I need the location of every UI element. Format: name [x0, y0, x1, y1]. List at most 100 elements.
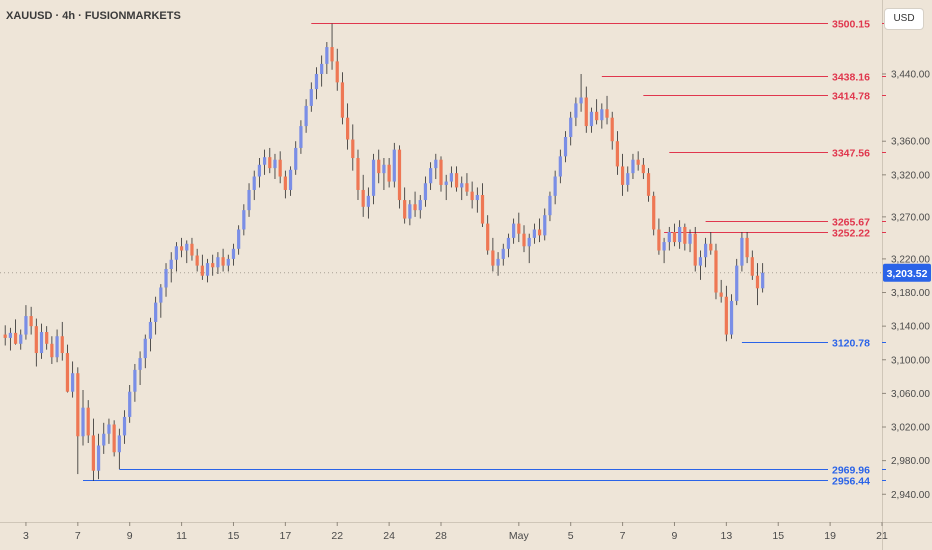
candle-body [735, 265, 739, 301]
candle-body [205, 263, 210, 276]
candle-body [449, 173, 453, 182]
candle-body [252, 176, 256, 190]
x-tick-label: 15 [228, 530, 240, 542]
candle-body [366, 195, 370, 207]
candle-body [320, 63, 324, 74]
candle-body [200, 265, 204, 276]
candle-body [50, 343, 54, 358]
candle-body [506, 237, 511, 249]
currency-button[interactable]: USD [884, 8, 924, 30]
candle-body [444, 181, 448, 185]
candle-body [91, 435, 95, 471]
candle-body [537, 229, 542, 236]
candle-body [96, 445, 101, 471]
candle-body [527, 237, 531, 247]
candle-body [631, 159, 635, 174]
candle-body [636, 159, 640, 165]
candle-body [13, 332, 18, 344]
symbol-title: XAUUSD · 4h · FUSIONMARKETS [6, 10, 181, 22]
candle-body [382, 164, 386, 174]
candle-body [174, 246, 179, 260]
x-tick-label: 3 [23, 530, 29, 542]
candle-body [216, 257, 220, 268]
candle-body [553, 176, 557, 196]
candle-body [439, 159, 443, 185]
candle-body [71, 373, 75, 392]
candle-body [309, 89, 313, 106]
candle-body [81, 407, 85, 437]
last-price-box [883, 263, 931, 282]
candle-body [335, 61, 339, 83]
candle-body [434, 159, 438, 169]
candle-body [672, 232, 677, 243]
candle-body [709, 243, 713, 251]
candle-body [724, 296, 728, 335]
candle-body [356, 158, 360, 190]
candle-body [454, 173, 459, 188]
y-tick-label: 3,320.00 [891, 170, 930, 181]
candle-body [122, 416, 127, 436]
candle-body [45, 332, 49, 344]
candle-body [294, 147, 298, 170]
candle-body [330, 47, 334, 62]
candle-body [211, 263, 215, 268]
candle-body [314, 73, 319, 90]
candle-body [615, 141, 620, 167]
y-tick-label: 2,940.00 [891, 490, 930, 501]
candle-body [19, 334, 23, 344]
candle-body [8, 332, 12, 338]
candle-body [600, 109, 604, 121]
candle-body [740, 237, 744, 266]
candle-body [231, 248, 236, 259]
candle-body [107, 424, 111, 434]
candle-body [268, 157, 272, 169]
candle-body [346, 117, 350, 140]
x-tick-label: 5 [568, 530, 574, 542]
candle-body [595, 111, 599, 121]
x-tick-label: 13 [721, 530, 733, 542]
candle-body [470, 191, 474, 201]
candle-body [652, 195, 656, 230]
candle-body [283, 176, 287, 190]
level-label-3414.78: 3414.78 [832, 91, 870, 103]
candle-body [371, 159, 376, 196]
candle-body [517, 223, 521, 234]
candle-body [429, 168, 433, 184]
candle-body [340, 82, 345, 118]
candle-body [698, 257, 703, 266]
level-label-2956.44: 2956.44 [832, 476, 870, 488]
x-tick-label: 22 [331, 530, 343, 542]
candle-body [755, 275, 760, 289]
candle-body [657, 229, 661, 251]
last-price-label: 3,203.52 [887, 268, 928, 280]
candle-body [392, 149, 396, 182]
candle-body [512, 223, 516, 238]
x-tick-label: 21 [876, 530, 888, 542]
y-tick-label: 3,140.00 [891, 322, 930, 333]
candle-body [480, 195, 485, 224]
candle-body [719, 292, 723, 297]
candle-body [486, 223, 490, 251]
candle-body [112, 424, 116, 453]
candle-body [475, 195, 479, 201]
candle-body [117, 435, 121, 453]
candle-body [641, 164, 645, 174]
candle-body [750, 257, 754, 276]
candle-body [138, 358, 142, 370]
candle-body [128, 391, 132, 417]
candle-body [569, 117, 573, 138]
candle-body [273, 159, 277, 169]
candle-body [558, 156, 562, 177]
candle-body [761, 272, 765, 289]
candle-body [164, 268, 168, 288]
candle-body [143, 338, 147, 359]
candle-body [423, 183, 428, 201]
candle-body [589, 111, 594, 127]
candle-body [179, 246, 184, 251]
candle-body [496, 258, 500, 266]
candle-body [288, 169, 293, 190]
candle-body [133, 369, 137, 392]
x-tick-label: 9 [672, 530, 678, 542]
candle-body [24, 316, 28, 335]
